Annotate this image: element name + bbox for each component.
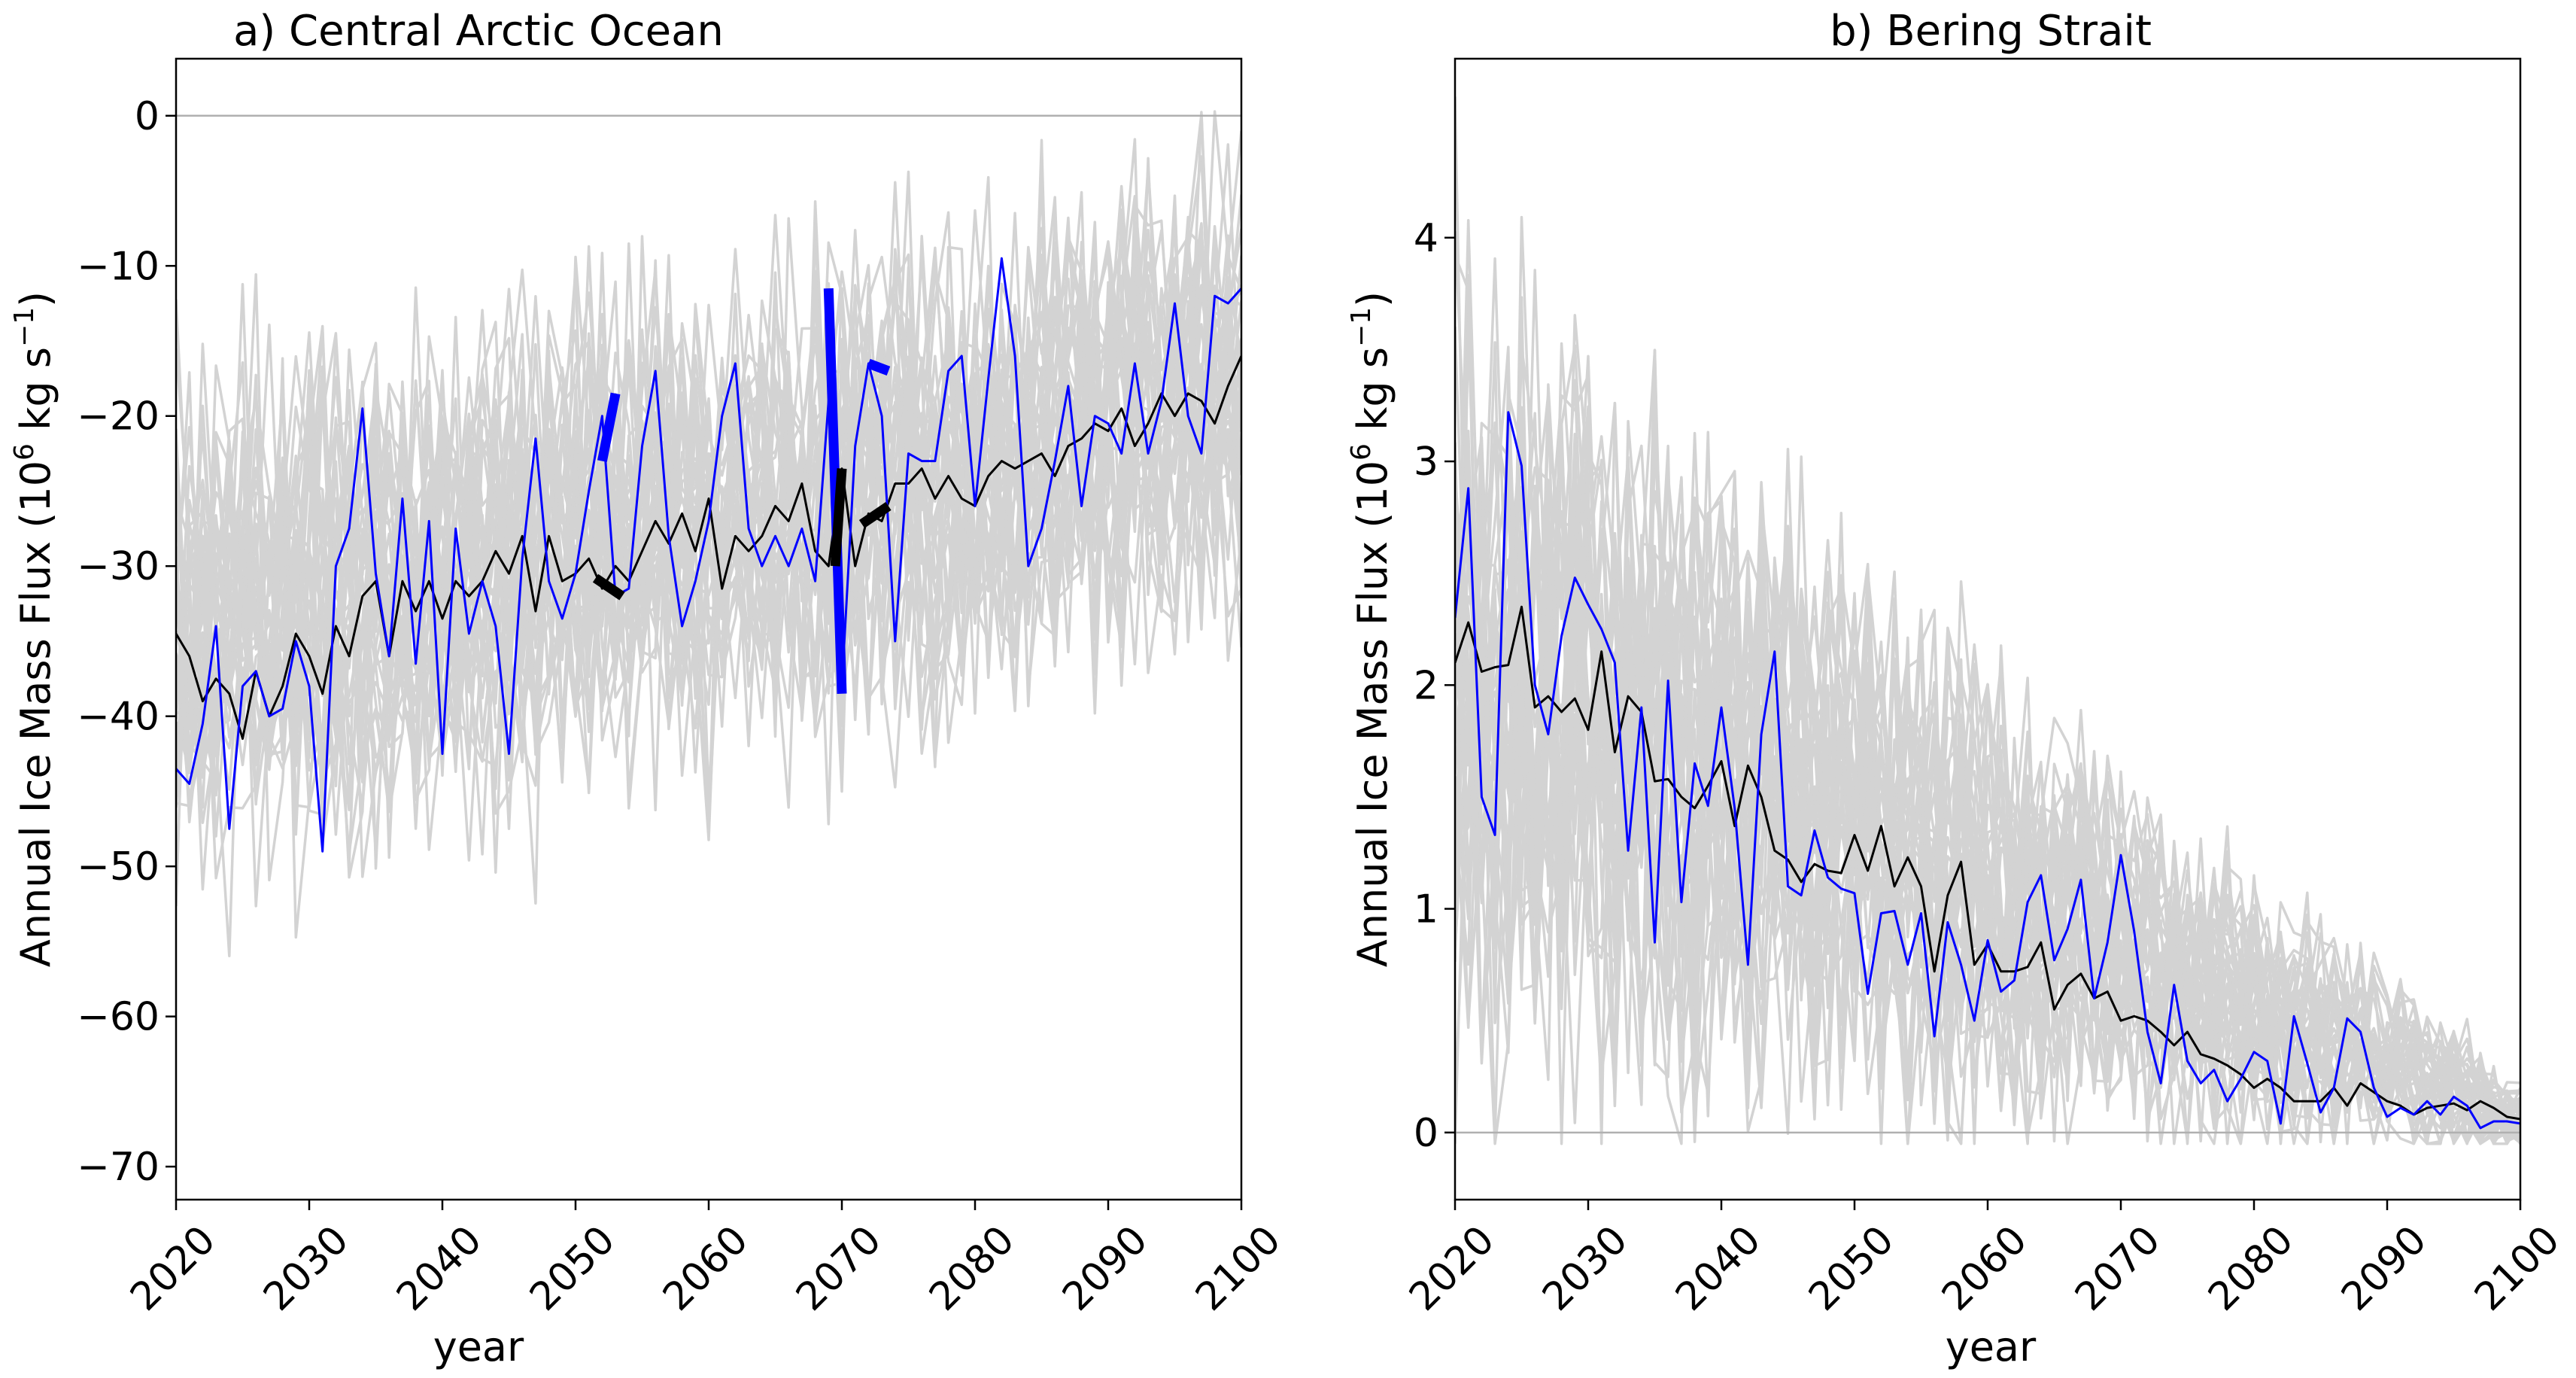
x-tick-label: 2100 bbox=[1187, 1218, 1290, 1320]
blue-series-line bbox=[176, 257, 1241, 853]
black-trend-marker bbox=[592, 573, 625, 601]
y-tick-label: 3 bbox=[1414, 440, 1438, 485]
panel-b-xlabel: year bbox=[1946, 1323, 2037, 1370]
x-tick-label: 2090 bbox=[2333, 1218, 2435, 1320]
x-tick-label: 2080 bbox=[2200, 1218, 2302, 1320]
ensemble-member-line bbox=[1455, 346, 2520, 1145]
blue-series-line bbox=[1455, 411, 2520, 1130]
x-tick-label: 2070 bbox=[2067, 1218, 2169, 1320]
panel-a-ylabel: Annual Ice Mass Flux (106 kg s−1) bbox=[9, 291, 59, 967]
black-trend-marker bbox=[830, 468, 847, 567]
x-tick-label: 2050 bbox=[521, 1218, 624, 1320]
panel-a-title: a) Central Arctic Ocean bbox=[233, 7, 724, 56]
black-series-line bbox=[176, 355, 1241, 741]
panel-a-plot-area bbox=[176, 110, 1241, 957]
x-tick-label: 2030 bbox=[1534, 1218, 1636, 1320]
x-tick-label: 2060 bbox=[655, 1218, 757, 1320]
y-tick-label: −70 bbox=[77, 1145, 159, 1190]
ensemble-member-line bbox=[1455, 401, 2520, 1145]
ensemble-member-line bbox=[176, 209, 1241, 824]
x-tick-label: 2060 bbox=[1934, 1218, 2036, 1320]
panel-b-title: b) Bering Strait bbox=[1830, 7, 2152, 56]
y-tick-label: −60 bbox=[77, 995, 159, 1040]
black-trend-marker bbox=[858, 502, 892, 528]
x-tick-label: 2070 bbox=[788, 1218, 890, 1320]
panel-a-xlabel: year bbox=[433, 1323, 524, 1370]
y-tick-label: 0 bbox=[1414, 1111, 1438, 1156]
y-tick-label: −20 bbox=[77, 394, 159, 440]
x-tick-label: 2080 bbox=[921, 1218, 1023, 1320]
ensemble-member-line bbox=[176, 259, 1241, 805]
y-tick-label: −40 bbox=[77, 695, 159, 740]
x-tick-label: 2030 bbox=[255, 1218, 357, 1320]
x-tick-label: 2040 bbox=[388, 1218, 491, 1320]
panel-b-ylabel: Annual Ice Mass Flux (106 kg s−1) bbox=[1346, 291, 1396, 967]
x-tick-label: 2050 bbox=[1800, 1218, 1903, 1320]
x-tick-label: 2020 bbox=[1401, 1218, 1503, 1320]
y-tick-label: −50 bbox=[77, 844, 159, 890]
y-tick-label: 0 bbox=[135, 94, 159, 139]
x-tick-label: 2090 bbox=[1054, 1218, 1156, 1320]
blue-trend-marker bbox=[823, 287, 847, 694]
panel-bering-strait: b) Bering Strait year Annual Ice Mass Fl… bbox=[1346, 7, 2568, 1370]
ensemble-member-line bbox=[1455, 500, 2520, 1145]
blue-trend-marker bbox=[597, 392, 621, 462]
y-tick-label: 4 bbox=[1414, 216, 1438, 261]
ensemble-member-line bbox=[176, 175, 1241, 761]
blue-trend-marker bbox=[867, 358, 891, 376]
ensemble-member-line bbox=[176, 138, 1241, 908]
x-tick-label: 2040 bbox=[1667, 1218, 1769, 1320]
panel-b-plot-area bbox=[1455, 96, 2520, 1145]
y-tick-label: 2 bbox=[1414, 663, 1438, 708]
ensemble-member-line bbox=[1455, 437, 2520, 1142]
x-tick-label: 2020 bbox=[122, 1218, 224, 1320]
ensemble-member-line bbox=[1455, 406, 2520, 1145]
y-tick-label: −10 bbox=[77, 244, 159, 289]
panel-central-arctic-ocean: a) Central Arctic Ocean year Annual Ice … bbox=[9, 7, 1290, 1370]
x-tick-label: 2100 bbox=[2466, 1218, 2568, 1320]
y-tick-label: 1 bbox=[1414, 887, 1438, 932]
y-tick-label: −30 bbox=[77, 544, 159, 589]
